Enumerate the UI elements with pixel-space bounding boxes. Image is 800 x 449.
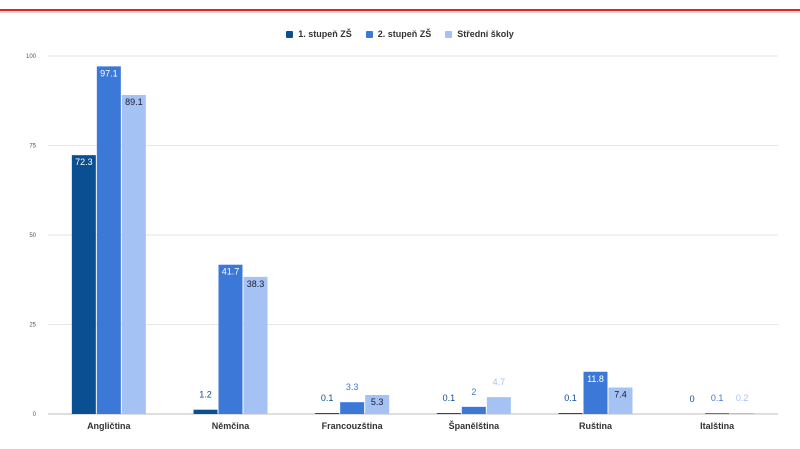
legend-item-series-3[interactable]: Střední školy	[445, 29, 514, 39]
data-label-3-3: 5.3	[371, 397, 384, 407]
bar-3-2[interactable]	[243, 276, 268, 414]
bar-1-2[interactable]	[193, 409, 218, 414]
bar-2-3[interactable]	[340, 402, 365, 414]
data-label-3-6: 0.2	[736, 393, 749, 403]
x-category-label-1: Angličtina	[87, 421, 131, 431]
bar-1-4[interactable]	[436, 413, 461, 414]
data-label-1-1: 72.3	[75, 157, 93, 167]
data-label-1-5: 0.1	[564, 393, 577, 403]
data-label-3-2: 38.3	[247, 279, 265, 289]
bar-2-2[interactable]	[218, 264, 243, 414]
bar-3-4[interactable]	[486, 397, 511, 414]
legend-swatch-series-2	[365, 30, 373, 38]
x-category-label-2: Němčina	[212, 421, 251, 431]
bar-2-1[interactable]	[96, 66, 121, 414]
bar-1-5[interactable]	[558, 413, 583, 414]
data-label-2-4: 2	[471, 387, 476, 397]
legend-label-series-3: Střední školy	[457, 29, 514, 39]
data-label-1-4: 0.1	[443, 393, 456, 403]
legend-label-series-1: 1. stupeň ZŠ	[298, 29, 352, 39]
data-label-2-3: 3.3	[346, 382, 359, 392]
data-label-2-6: 0.1	[711, 393, 724, 403]
data-label-2-5: 11.8	[587, 374, 604, 384]
bar-3-6[interactable]	[730, 413, 755, 414]
x-category-label-3: Francouzština	[322, 421, 384, 431]
bar-1-1[interactable]	[71, 155, 96, 414]
bar-1-3[interactable]	[315, 413, 340, 414]
data-label-1-3: 0.1	[321, 393, 334, 403]
top-red-rule	[0, 9, 800, 11]
data-label-1-2: 1.2	[199, 390, 212, 400]
bar-2-6[interactable]	[705, 413, 730, 414]
y-tick-label-0: 0	[33, 412, 37, 418]
y-tick-label-25: 25	[29, 323, 36, 329]
legend-label-series-2: 2. stupeň ZŠ	[377, 29, 432, 39]
y-tick-label-100: 100	[26, 54, 37, 60]
data-label-2-2: 41.7	[222, 267, 240, 277]
bar-3-3[interactable]	[365, 395, 390, 414]
y-tick-label-75: 75	[29, 144, 36, 150]
x-category-label-4: Španělština	[449, 420, 501, 431]
legend-swatch-series-3	[445, 30, 453, 38]
chart-legend: 1. stupeň ZŠ 2. stupeň ZŠ Střední školy	[0, 26, 800, 42]
legend-item-series-1[interactable]: 1. stupeň ZŠ	[286, 29, 352, 39]
bar-3-5[interactable]	[608, 387, 633, 414]
y-tick-label-50: 50	[29, 233, 36, 239]
legend-item-series-2[interactable]: 2. stupeň ZŠ	[365, 29, 432, 39]
data-label-1-6: 0	[690, 394, 695, 404]
data-label-2-1: 97.1	[100, 68, 118, 78]
data-label-3-1: 89.1	[125, 97, 143, 107]
data-label-3-5: 7.4	[614, 390, 627, 400]
x-category-label-5: Ruština	[579, 421, 613, 431]
top-rule-shadow	[0, 11, 800, 13]
data-label-3-4: 4.7	[493, 377, 506, 387]
bar-2-4[interactable]	[461, 406, 486, 414]
bar-3-1[interactable]	[121, 95, 146, 414]
legend-swatch-series-1	[286, 30, 294, 38]
bar-2-5[interactable]	[583, 371, 608, 414]
x-category-label-6: Italština	[700, 421, 735, 431]
